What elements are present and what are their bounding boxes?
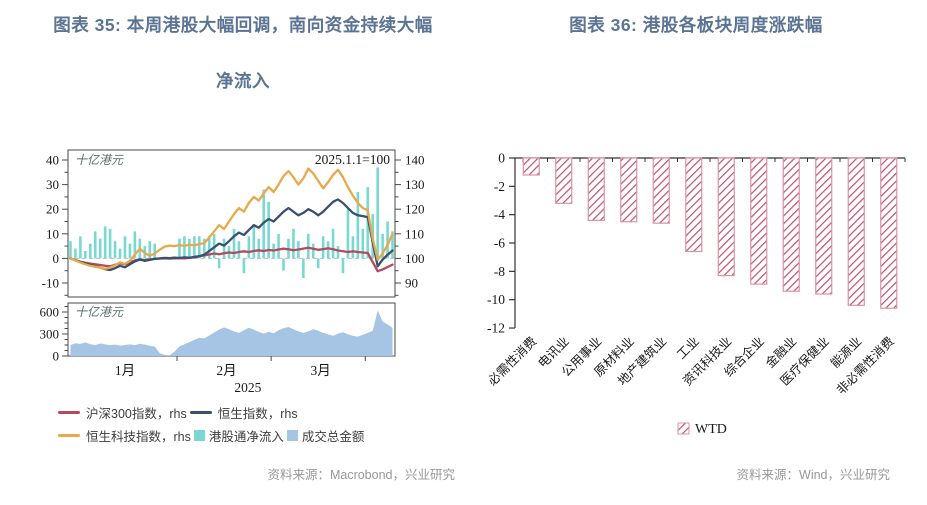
svg-text:-2: -2 — [494, 179, 505, 194]
svg-text:600: 600 — [40, 305, 60, 320]
svg-text:0: 0 — [498, 151, 505, 166]
legend-label: 恒生科技指数，rhs — [86, 430, 191, 444]
fig35-year-label: 2025 — [234, 380, 261, 395]
svg-text:-4: -4 — [494, 207, 505, 222]
legend-line-swatch — [189, 411, 212, 414]
legend-line-swatch — [58, 411, 80, 414]
legend-square-swatch — [286, 430, 298, 441]
svg-text:10: 10 — [46, 226, 59, 241]
wtd-bar-4 — [652, 157, 670, 224]
svg-text:110: 110 — [405, 226, 424, 241]
svg-text:20: 20 — [46, 202, 59, 217]
svg-text:40: 40 — [46, 153, 59, 168]
legend-line-swatch — [58, 434, 80, 437]
fig35-bottom-unit-label: 十亿港元 — [75, 305, 124, 319]
wtd-bar-3 — [620, 157, 638, 223]
fig36-bar-chart: 0-2-4-6-8-10-12%必需性消费电讯业公用事业原材料业地产建筑业工业资… — [485, 151, 906, 437]
fig36-title-text: 图表 36: 港股各板块周度涨跌幅 — [569, 15, 823, 35]
svg-text:-10: -10 — [42, 276, 59, 291]
fig35-rebase-annotation: 2025.1.1=100 — [315, 152, 390, 167]
svg-text:140: 140 — [405, 153, 425, 168]
svg-text:-6: -6 — [494, 236, 505, 251]
fig36-source: 资料来源：Wind，兴业研究 — [736, 468, 890, 482]
wtd-bar-8 — [782, 157, 800, 292]
fig36-category-label: 工业 — [674, 334, 702, 362]
svg-text:30: 30 — [46, 177, 59, 192]
fig36-title: 图表 36: 港股各板块周度涨跌幅 — [468, 14, 924, 38]
fig36-legend: WTD — [677, 422, 727, 437]
legend-label: 港股通净流入 — [208, 430, 284, 444]
wtd-bar-5 — [685, 157, 703, 253]
legend-label: 成交总金额 — [301, 430, 365, 444]
fig35-x-axis: 1月 2月 3月 2025 — [115, 356, 366, 395]
legend-label: 恒生指数，rhs — [217, 407, 298, 421]
svg-text:1月: 1月 — [115, 363, 135, 378]
fig35-title-line2: 净流入 — [216, 70, 270, 91]
svg-text:100: 100 — [405, 251, 425, 266]
fig35-legend-item: 沪深300指数，rhs — [58, 403, 187, 422]
fig36-category-label: 必需性消费 — [485, 334, 539, 388]
fig35-bottom-panel: 600 300 0 十亿港元 — [40, 302, 396, 364]
legend-square-swatch — [193, 430, 205, 441]
fig35-legend: 沪深300指数，rhs 恒生指数，rhs 恒生科技指数，rhs 港股通净流入 成交总金额 — [58, 401, 367, 447]
svg-text:-10: -10 — [487, 292, 505, 307]
fig35-legend-row: 沪深300指数，rhs 恒生指数，rhs — [58, 401, 367, 424]
fig36-category-label: 非必需性消费 — [834, 334, 897, 397]
svg-text:130: 130 — [405, 177, 425, 192]
svg-text:2月: 2月 — [216, 363, 236, 378]
svg-text:3月: 3月 — [311, 363, 331, 378]
fig35-legend-row: 恒生科技指数，rhs 港股通净流入 成交总金额 — [58, 424, 367, 447]
fig36-plot: 0-2-4-6-8-10-12% — [487, 151, 906, 336]
legend-label: 沪深300指数，rhs — [86, 407, 187, 421]
fig35-source: 资料来源：Macrobond，兴业研究 — [267, 468, 455, 482]
wtd-bar-10 — [847, 157, 865, 306]
wtd-bar-2 — [587, 157, 605, 221]
fig36-legend-label: WTD — [695, 422, 727, 437]
fig35-legend-item: 港股通净流入 — [193, 426, 284, 445]
svg-text:-12: -12 — [487, 321, 505, 336]
wtd-bar-7 — [750, 157, 768, 285]
fig35-top-unit-label: 十亿港元 — [75, 153, 124, 167]
fig35-legend-item: 恒生指数，rhs — [189, 403, 298, 422]
wtd-bar-9 — [815, 157, 833, 295]
svg-text:0: 0 — [53, 251, 60, 266]
svg-text:120: 120 — [405, 202, 425, 217]
fig35-hstech-line — [69, 167, 394, 270]
svg-text:300: 300 — [40, 327, 60, 342]
wtd-bar-6 — [717, 157, 735, 277]
svg-text:-8: -8 — [494, 264, 505, 279]
fig35-legend-item: 恒生科技指数，rhs — [58, 426, 191, 445]
svg-text:0: 0 — [53, 349, 60, 364]
fig35-turnover-area — [70, 310, 393, 356]
svg-text:90: 90 — [405, 276, 418, 291]
wtd-bar-1 — [555, 157, 573, 204]
wtd-bar-0 — [522, 157, 540, 176]
fig35-hsi-line — [69, 198, 394, 272]
fig35-title: 图表 35: 本周港股大幅回调，南向资金持续大幅 净流入 — [10, 14, 476, 93]
wtd-bar-11 — [880, 157, 898, 309]
fig35-title-line1: 图表 35: 本周港股大幅回调，南向资金持续大幅 — [53, 15, 433, 35]
fig35-legend-item: 成交总金额 — [286, 426, 365, 445]
